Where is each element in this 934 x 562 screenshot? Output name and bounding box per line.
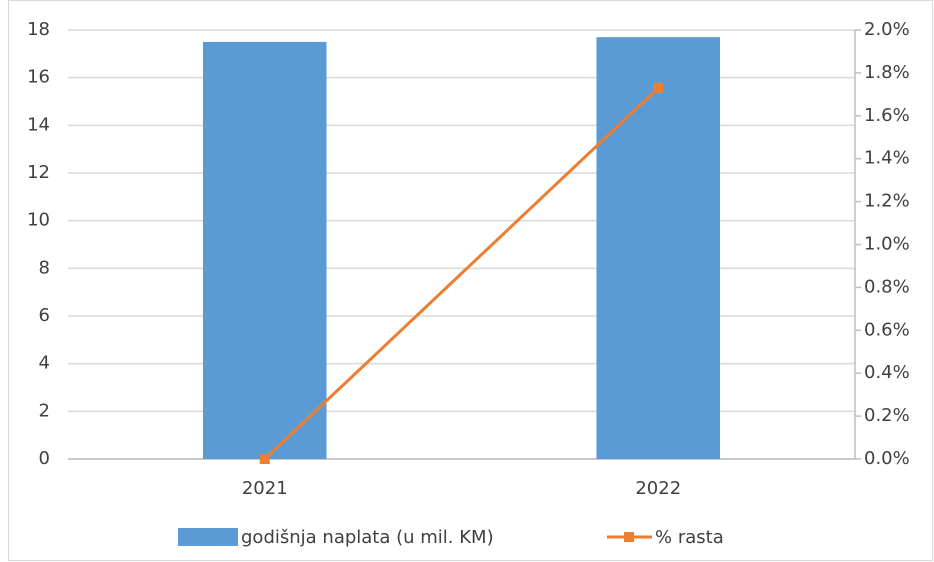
y-tick-label: 18: [27, 19, 50, 40]
y-tick-label: 4: [39, 353, 50, 374]
y2-tick-label: 0.8%: [864, 276, 910, 297]
legend-marker: [624, 532, 634, 542]
line-marker: [653, 82, 664, 93]
y2-tick-label: 1.4%: [864, 148, 910, 169]
chart-frame: [8, 0, 933, 561]
line: [263, 86, 660, 461]
y-tick-label: 0: [39, 448, 50, 469]
bar: [596, 37, 721, 460]
y2-tick-label: 1.0%: [864, 234, 910, 255]
y-tick-label: 2: [39, 400, 50, 421]
legend-label: % rasta: [655, 527, 724, 548]
y2-tick-label: 1.2%: [864, 191, 910, 212]
y-tick-label: 6: [39, 305, 50, 326]
y2-tick-label: 0.2%: [864, 405, 910, 426]
y2-tick-label: 0.4%: [864, 362, 910, 383]
line-marker: [259, 454, 270, 464]
y-tick-label: 10: [27, 210, 50, 231]
legend-swatch: [178, 528, 238, 546]
y-tick-label: 12: [27, 162, 50, 183]
y2-tick-label: 1.6%: [864, 105, 910, 126]
y-tick-label: 16: [27, 67, 50, 88]
legend-label: godišnja naplata (u mil. KM): [241, 527, 494, 548]
x-tick-label: 2022: [635, 478, 681, 499]
y2-tick-label: 2.0%: [864, 19, 910, 40]
y2-tick-label: 0.0%: [864, 448, 910, 469]
y-tick-label: 14: [27, 114, 50, 135]
bar: [202, 41, 327, 460]
y2-tick-label: 1.8%: [864, 62, 910, 83]
x-tick-label: 2021: [242, 478, 288, 499]
y-tick-label: 8: [39, 257, 50, 278]
y2-tick-label: 0.6%: [864, 319, 910, 340]
